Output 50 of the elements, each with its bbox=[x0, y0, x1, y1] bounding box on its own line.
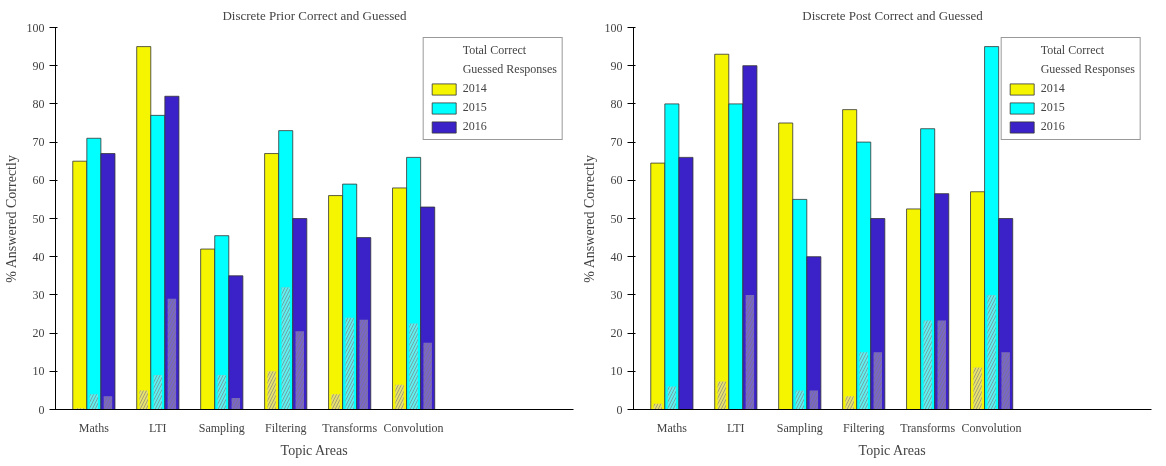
x-tick-label: LTI bbox=[149, 420, 167, 435]
text: Guessed Responses bbox=[462, 62, 557, 77]
y-tick-label: 20 bbox=[32, 326, 45, 341]
text: Total Correct bbox=[1040, 43, 1105, 58]
y-tick-label: 60 bbox=[610, 173, 623, 188]
chart-title: Discrete Post Correct and Guessed bbox=[802, 7, 984, 23]
y-tick-label: 90 bbox=[610, 58, 623, 73]
legend-label: 2016 bbox=[462, 119, 487, 134]
y-tick-label: 10 bbox=[610, 364, 623, 379]
y-tick-label: 30 bbox=[610, 287, 623, 302]
y-tick-label: 40 bbox=[32, 249, 45, 264]
y-axis-title: % Answered Correctly bbox=[581, 155, 597, 283]
y-tick-label: 50 bbox=[32, 211, 45, 226]
y-tick-label: 60 bbox=[32, 173, 45, 188]
x-tick-label: Transforms bbox=[900, 420, 956, 435]
x-tick-label: Convolution bbox=[383, 420, 444, 435]
y-tick-label: 50 bbox=[610, 211, 623, 226]
x-tick-label: Sampling bbox=[776, 420, 823, 435]
x-tick-label: Filtering bbox=[843, 420, 885, 435]
text: Guessed Responses bbox=[1040, 62, 1135, 77]
y-tick-label: 30 bbox=[32, 287, 45, 302]
y-tick-label: 40 bbox=[610, 249, 623, 264]
legend-label: 2016 bbox=[1040, 119, 1065, 134]
legend-label: 2015 bbox=[1040, 100, 1065, 115]
legend-label: 2014 bbox=[462, 81, 487, 96]
legend-label: 2015 bbox=[462, 100, 487, 115]
y-tick-label: 100 bbox=[604, 20, 623, 35]
x-tick-label: Sampling bbox=[198, 420, 245, 435]
y-tick-label: 10 bbox=[32, 364, 45, 379]
y-tick-label: 20 bbox=[610, 326, 623, 341]
y-tick-label: 90 bbox=[32, 58, 45, 73]
x-tick-label: LTI bbox=[727, 420, 745, 435]
chart-title: Discrete Prior Correct and Guessed bbox=[222, 7, 408, 23]
y-tick-label: 0 bbox=[616, 402, 623, 417]
y-tick-label: 100 bbox=[26, 20, 45, 35]
x-axis-title: Topic Areas bbox=[858, 442, 926, 458]
x-tick-label: Transforms bbox=[322, 420, 378, 435]
x-tick-label: Filtering bbox=[265, 420, 307, 435]
x-axis-title: Topic Areas bbox=[280, 442, 348, 458]
y-tick-label: 80 bbox=[610, 96, 623, 111]
y-tick-label: 80 bbox=[32, 96, 45, 111]
y-tick-label: 0 bbox=[38, 402, 45, 417]
x-tick-label: Maths bbox=[78, 420, 110, 435]
y-tick-label: 70 bbox=[610, 135, 623, 150]
legend-label: 2014 bbox=[1040, 81, 1065, 96]
y-tick-label: 70 bbox=[32, 135, 45, 150]
x-tick-label: Convolution bbox=[961, 420, 1022, 435]
text: Total Correct bbox=[462, 43, 527, 58]
x-tick-label: Maths bbox=[656, 420, 688, 435]
y-axis-title: % Answered Correctly bbox=[3, 155, 19, 283]
